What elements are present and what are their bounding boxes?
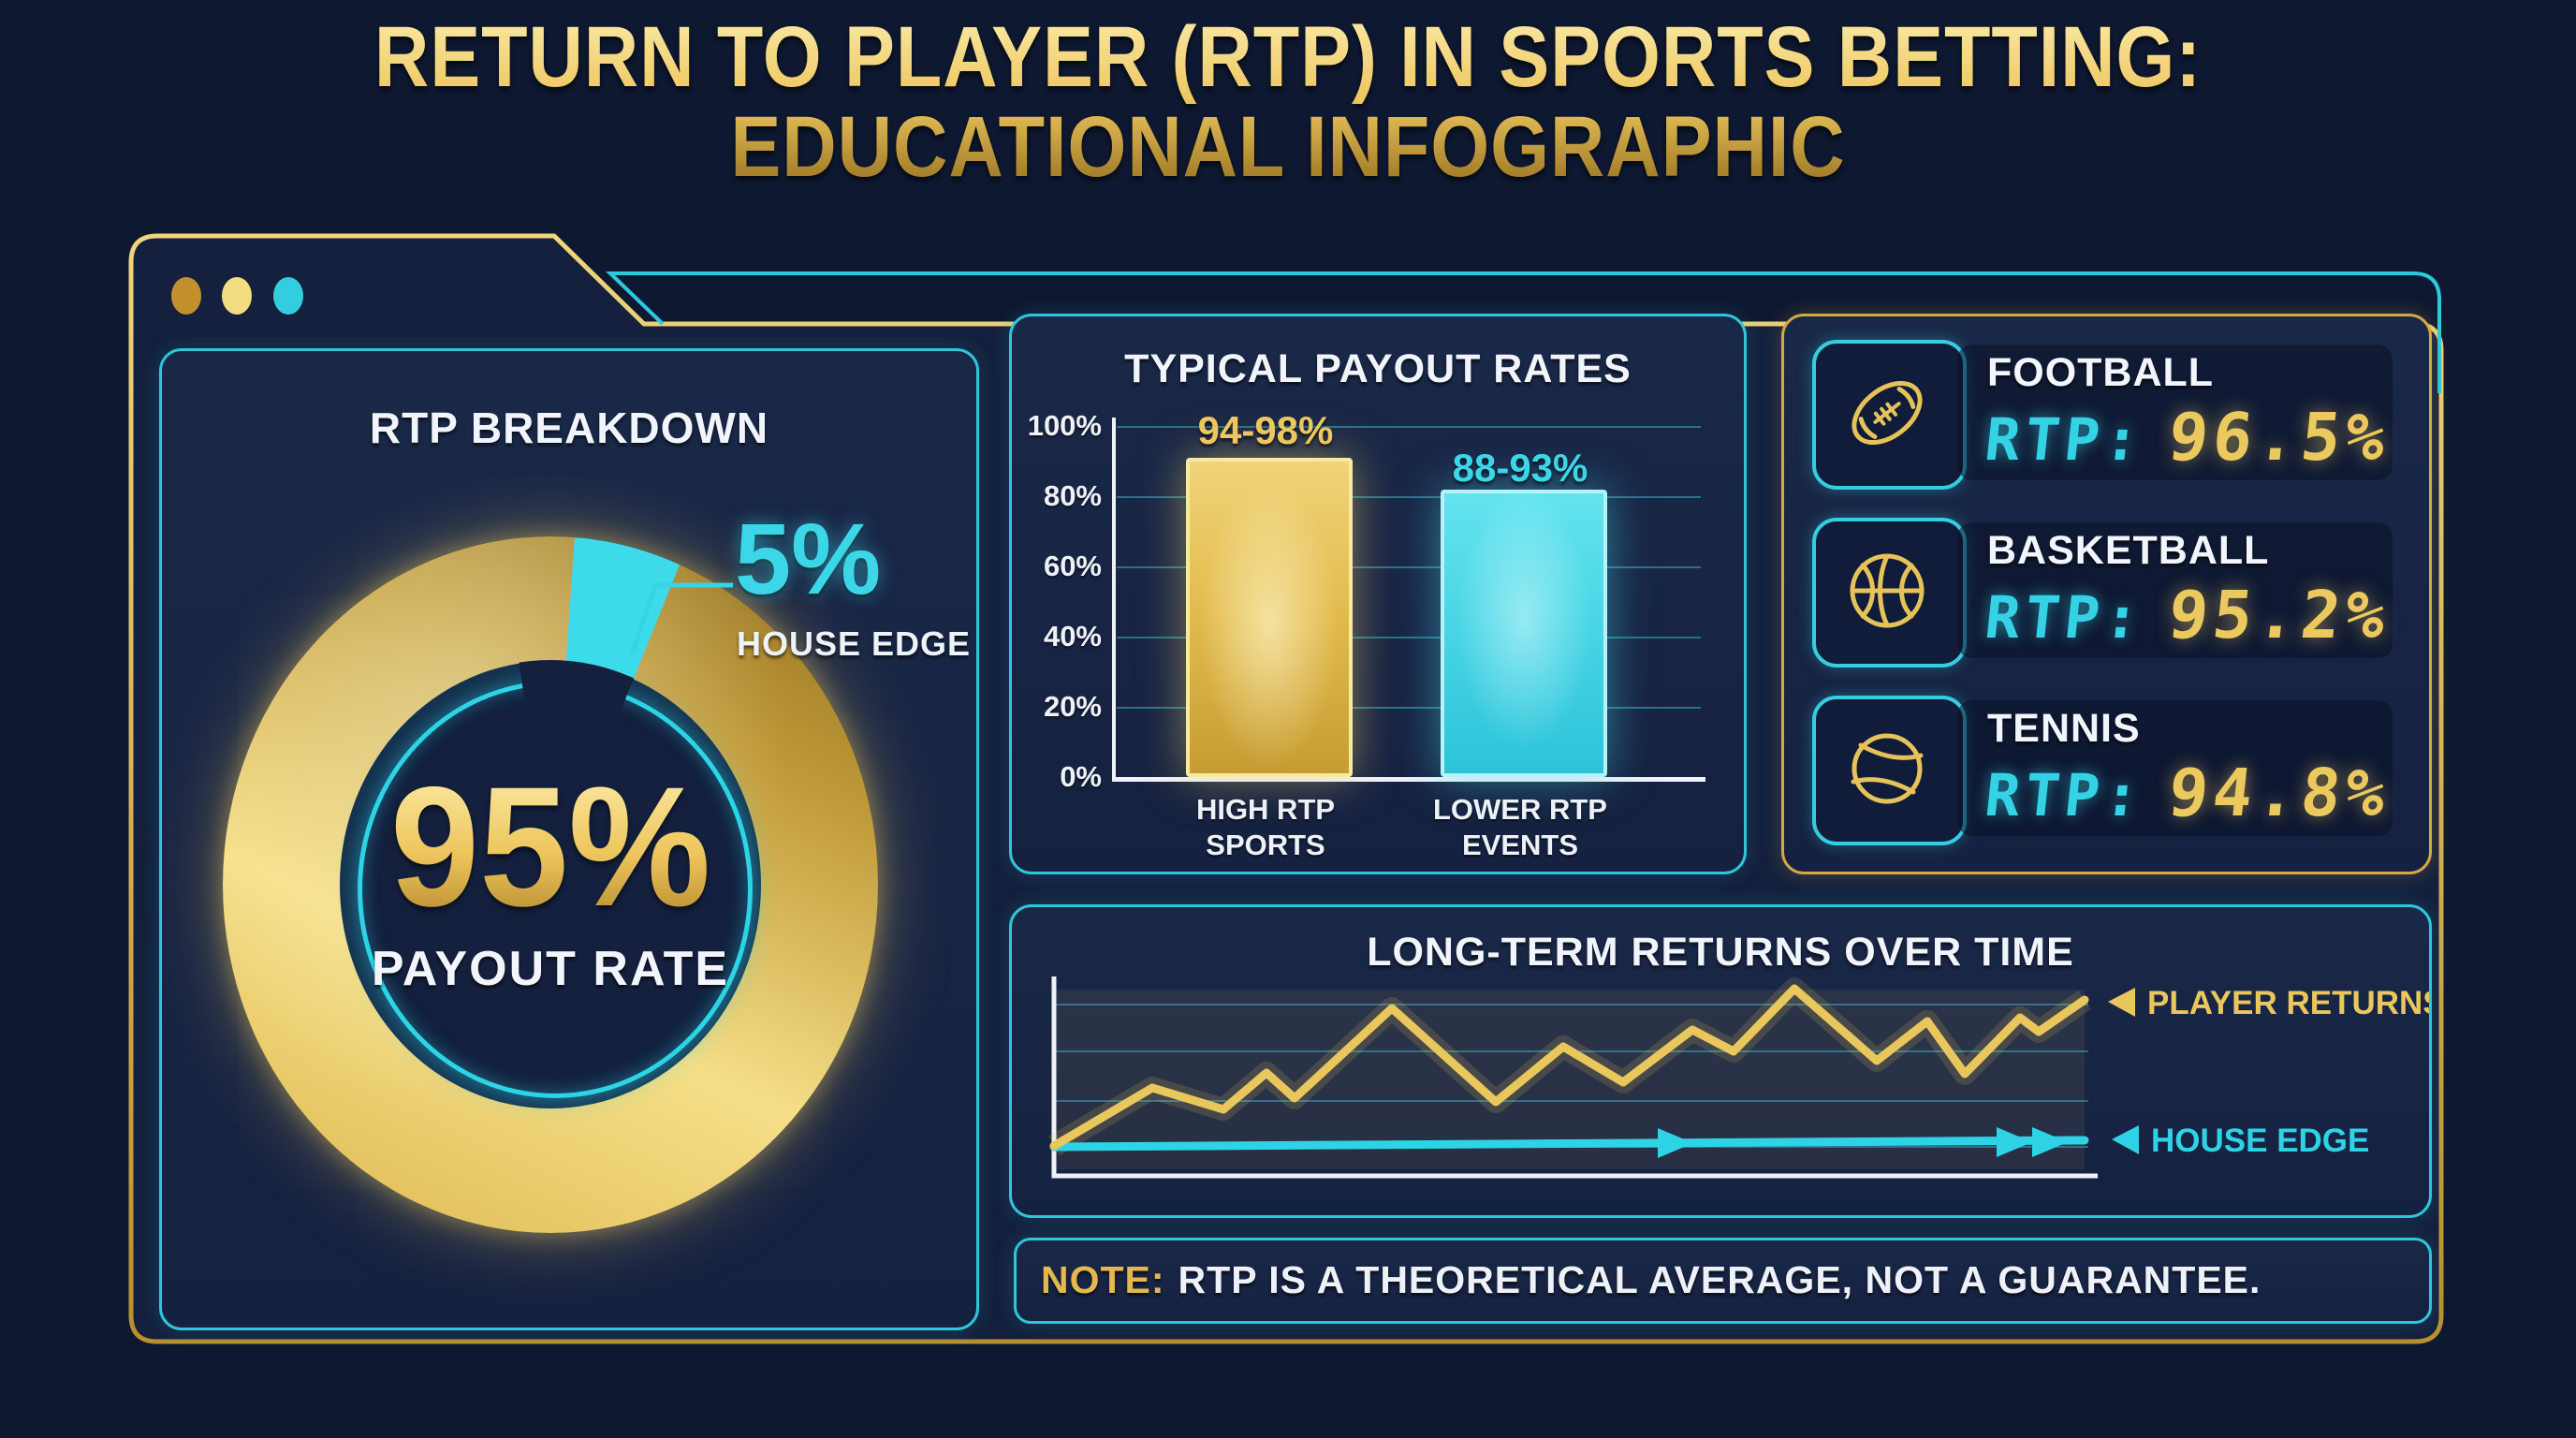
house-edge-label: HOUSE EDGE — [737, 624, 972, 663]
tennis-rtp-value: 94.8% — [2164, 755, 2393, 831]
ytick-20: 20% — [1043, 690, 1102, 723]
house-edge-arrows — [1658, 1127, 2068, 1158]
bar-cat-lower-line2: EVENTS — [1461, 828, 1579, 861]
ytick-60: 60% — [1043, 550, 1102, 582]
bar-cat-lower-line1: LOWER RTP — [1433, 793, 1607, 826]
player-returns-line — [1049, 984, 2089, 1151]
basketball-card: BASKETBALL RTP: 95.2% — [1957, 522, 2393, 658]
tennis-icon-tile — [1812, 696, 1967, 845]
donut-center-label: 95% PAYOUT RATE — [223, 761, 878, 997]
note-prefix: NOTE: — [1041, 1258, 1165, 1301]
football-name: FOOTBALL — [1987, 350, 2215, 395]
house-edge-legend-label: HOUSE EDGE — [2151, 1123, 2369, 1159]
donut-ring-gap — [339, 660, 762, 1109]
house-edge-legend-arrow-icon — [2112, 1125, 2139, 1154]
basketball-icon — [1850, 553, 1925, 628]
chart-axes — [1051, 976, 2098, 1179]
payout-rates-title: TYPICAL PAYOUT RATES — [1124, 346, 1632, 391]
ytick-0: 0% — [1060, 760, 1102, 793]
basketball-rtp-label: RTP: — [1982, 583, 2148, 652]
gridline-80 — [1117, 496, 1701, 498]
note-text: NOTE: RTP IS A THEORETICAL AVERAGE, NOT A… — [1041, 1240, 2261, 1319]
bar-cat-high-line1: HIGH RTP — [1195, 793, 1336, 826]
bar-cat-high-line2: SPORTS — [1206, 828, 1325, 861]
window-dot-1 — [171, 277, 201, 315]
football-rtp-value: 96.5% — [2164, 399, 2393, 476]
rtp-donut-chart: 95% PAYOUT RATE — [223, 536, 878, 1233]
bar-value-high: 94-98% — [1197, 408, 1334, 452]
gridline-60 — [1117, 566, 1701, 568]
payout-rate-value: 95% — [389, 751, 711, 942]
ytick-40: 40% — [1043, 620, 1102, 653]
long-term-returns-panel: LONG-TERM RETURNS OVER TIME PLAYER RETUR… — [1009, 904, 2432, 1218]
house-edge-callout-line — [629, 582, 733, 655]
tennis-rtp-label: RTP: — [1982, 761, 2148, 829]
payout-rates-panel: TYPICAL PAYOUT RATES 100% 80% 60% 40% 20… — [1009, 314, 1747, 874]
bar-cat-high: HIGH RTP SPORTS — [1144, 792, 1387, 863]
ytick-80: 80% — [1043, 479, 1102, 512]
american-football-icon — [1852, 380, 1923, 446]
player-returns-legend-label: PLAYER RETURNS — [2147, 985, 2429, 1021]
sport-row-tennis: TENNIS RTP: 94.8% — [1784, 696, 2429, 845]
gridline-40 — [1117, 637, 1701, 638]
player-returns-legend-arrow-icon — [2108, 988, 2135, 1017]
bar-chart-x-axis — [1112, 777, 1705, 782]
bar-value-lower: 88-93% — [1452, 446, 1588, 490]
basketball-rtp: RTP: 95.2% — [1982, 577, 2393, 653]
ytick-100: 100% — [1027, 409, 1102, 442]
bar-cat-lower: LOWER RTP EVENTS — [1398, 792, 1642, 863]
bar-lower-rtp-events — [1441, 489, 1607, 777]
football-icon-tile — [1812, 340, 1967, 490]
basketball-rtp-value: 95.2% — [2164, 577, 2393, 653]
payout-rate-caption: PAYOUT RATE — [371, 942, 730, 996]
basketball-name: BASKETBALL — [1987, 528, 2270, 573]
sports-rtp-panel: FOOTBALL RTP: 96.5% BASKETBALL — [1781, 314, 2432, 874]
chart-legend: PLAYER RETURNS HOUSE EDGE — [2108, 985, 2429, 1159]
rtp-breakdown-title: RTP BREAKDOWN — [369, 404, 769, 452]
header-cyan-band — [606, 271, 2441, 393]
tennis-ball-icon — [1851, 733, 1924, 804]
note-panel: NOTE: RTP IS A THEORETICAL AVERAGE, NOT A… — [1014, 1238, 2432, 1324]
bar-high-rtp-sports — [1186, 457, 1353, 777]
football-card: FOOTBALL RTP: 96.5% — [1957, 345, 2393, 480]
gridline-100 — [1117, 426, 1701, 428]
window-dot-3 — [273, 277, 303, 315]
basketball-icon-tile — [1812, 518, 1967, 668]
rtp-breakdown-panel: RTP BREAKDOWN 95% PAYOUT RATE 5% HOUSE E… — [159, 348, 979, 1330]
football-rtp: RTP: 96.5% — [1982, 399, 2393, 476]
note-body: RTP IS A THEORETICAL AVERAGE, NOT A GUAR… — [1178, 1258, 2261, 1301]
house-edge-line — [1049, 1136, 2089, 1152]
tennis-name: TENNIS — [1987, 706, 2141, 751]
sport-row-football: FOOTBALL RTP: 96.5% — [1784, 340, 2429, 490]
football-rtp-label: RTP: — [1982, 405, 2148, 474]
sport-row-basketball: BASKETBALL RTP: 95.2% — [1784, 518, 2429, 668]
long-term-returns-title: LONG-TERM RETURNS OVER TIME — [1367, 930, 2074, 975]
gridline-20 — [1117, 707, 1701, 709]
window-dot-2 — [222, 277, 252, 315]
long-term-returns-chart: PLAYER RETURNS HOUSE EDGE — [1047, 976, 2429, 1179]
bar-chart-y-axis — [1112, 418, 1116, 781]
tennis-rtp: RTP: 94.8% — [1982, 755, 2393, 831]
tennis-card: TENNIS RTP: 94.8% — [1957, 700, 2393, 836]
house-edge-value: 5% — [735, 502, 882, 615]
